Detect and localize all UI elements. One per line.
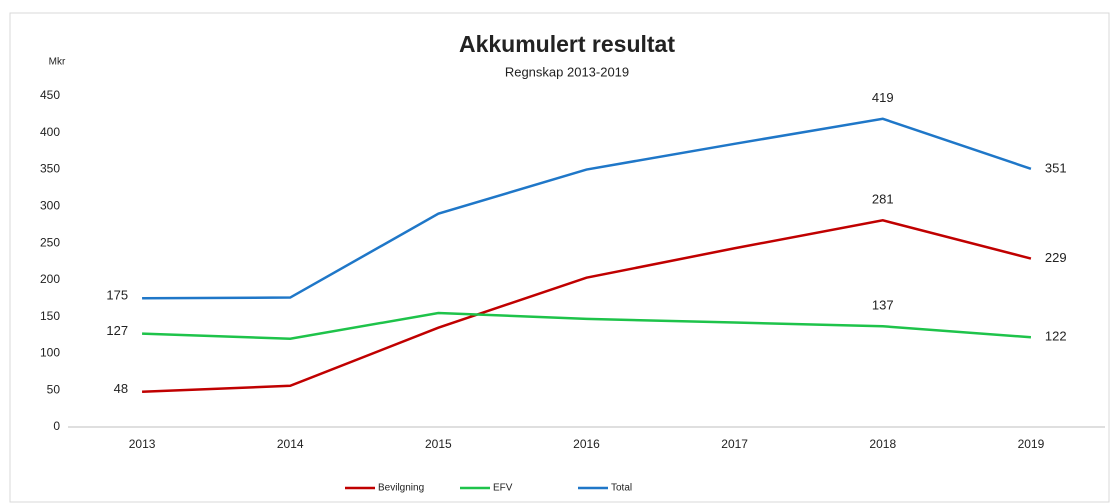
y-tick-label: 250 xyxy=(40,235,60,249)
y-tick-label: 300 xyxy=(40,199,60,213)
data-label: 122 xyxy=(1045,329,1067,344)
x-tick-label: 2016 xyxy=(573,437,600,451)
data-label: 127 xyxy=(106,323,128,338)
x-tick-label: 2017 xyxy=(721,437,748,451)
data-label: 419 xyxy=(872,90,894,105)
data-label: 137 xyxy=(872,298,894,313)
x-tick-label: 2018 xyxy=(869,437,896,451)
x-tick-label: 2019 xyxy=(1018,437,1045,451)
y-tick-label: 50 xyxy=(47,382,61,396)
y-tick-label: 350 xyxy=(40,162,60,176)
series-line xyxy=(142,219,1032,393)
x-tick-label: 2013 xyxy=(129,437,156,451)
legend-label: EFV xyxy=(493,483,513,494)
data-label: 229 xyxy=(1045,250,1067,265)
y-tick-label: 450 xyxy=(40,88,60,102)
y-tick-label: 100 xyxy=(40,346,60,360)
y-tick-label: 400 xyxy=(40,125,60,139)
y-tick-label: 0 xyxy=(53,419,60,433)
data-label: 351 xyxy=(1045,160,1067,175)
x-tick-label: 2014 xyxy=(277,437,304,451)
y-tick-label: 200 xyxy=(40,272,60,286)
data-label: 281 xyxy=(872,192,894,207)
x-tick-label: 2015 xyxy=(425,437,452,451)
legend-label: Total xyxy=(611,483,632,494)
y-tick-label: 150 xyxy=(40,309,60,323)
series-line xyxy=(142,311,1032,340)
series-line xyxy=(142,117,1032,300)
y-axis-label: Mkr xyxy=(49,57,66,68)
chart-subtitle: Regnskap 2013-2019 xyxy=(505,64,629,79)
legend-label: Bevilgning xyxy=(378,483,424,494)
chart-title: Akkumulert resultat xyxy=(459,31,675,57)
data-label: 48 xyxy=(114,381,128,396)
chart-border xyxy=(9,12,1110,503)
data-label: 175 xyxy=(106,288,128,303)
